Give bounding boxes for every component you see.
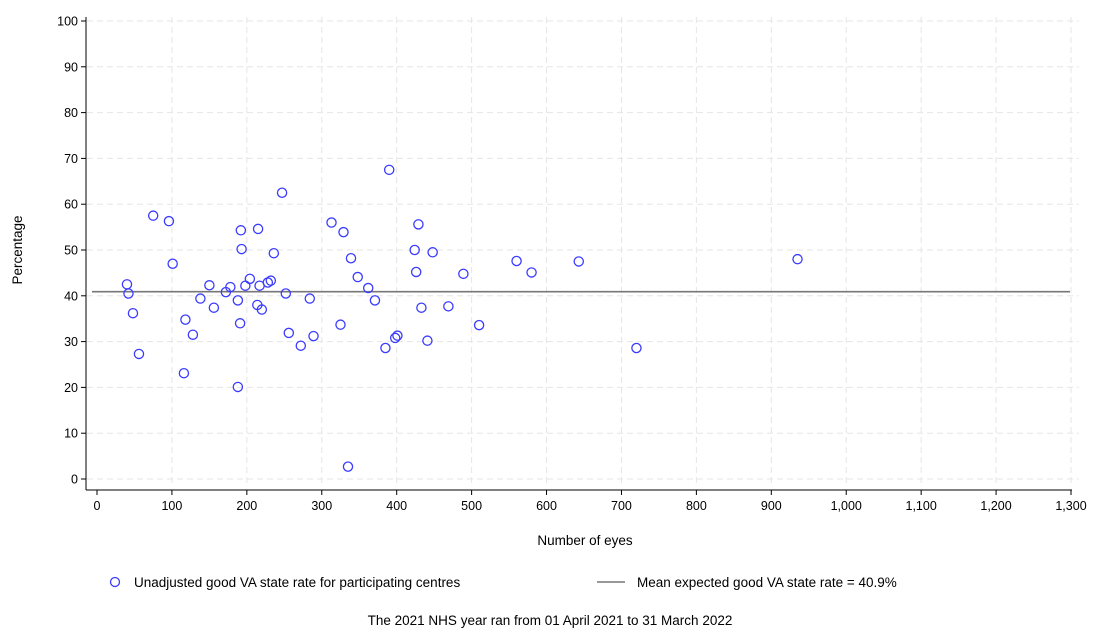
scatter-point: [526, 267, 537, 278]
scatter-point: [256, 304, 268, 315]
x-tick-label: 200: [236, 499, 257, 513]
footnote: The 2021 NHS year ran from 01 April 2021…: [368, 613, 733, 628]
scatter-point: [244, 273, 256, 285]
scatter-point: [631, 342, 642, 354]
scatter-point: [573, 256, 585, 267]
y-tick-label: 70: [64, 152, 78, 166]
axes: 0 100 200 300 400 500 600 700 800 900 1,000 1,100 1,…: [57, 15, 1087, 514]
y-tick-label: 0: [71, 473, 78, 487]
gridlines: [87, 17, 1079, 483]
scatter-point: [304, 293, 316, 304]
x-tick-label: 300: [311, 499, 332, 513]
scatter-point: [792, 253, 803, 265]
scatter-points: [121, 164, 803, 472]
y-tick-label: 10: [64, 427, 78, 441]
scatter-point: [335, 319, 346, 330]
scatter-point: [342, 461, 354, 472]
x-tick-label: 900: [761, 499, 782, 513]
scatter-point: [178, 367, 190, 379]
x-tick-label: 1,300: [1055, 499, 1086, 513]
scatter-point: [127, 307, 139, 319]
scatter-point: [133, 348, 145, 360]
y-axis-title: Percentage: [10, 215, 25, 284]
scatter-point: [180, 314, 191, 325]
scatter-point: [369, 295, 381, 306]
scatter-point: [235, 225, 247, 236]
scatter-point: [283, 327, 295, 339]
y-tick-label: 60: [64, 198, 78, 212]
scatter-point: [409, 244, 420, 256]
x-tick-label: 0: [94, 499, 101, 513]
scatter-point: [232, 381, 244, 393]
y-tick-label: 50: [64, 244, 78, 258]
scatter-point: [232, 295, 244, 306]
scatter-point: [295, 340, 307, 351]
legend-marker-circle: [109, 576, 121, 588]
scatter-point: [240, 280, 251, 291]
y-tick-label: 20: [64, 381, 78, 395]
y-tick-label: 30: [64, 335, 78, 349]
scatter-point: [427, 247, 438, 258]
x-tick-label: 400: [386, 499, 407, 513]
y-tick-label: 80: [64, 106, 78, 120]
x-tick-label: 500: [461, 499, 482, 513]
scatter-point: [473, 319, 485, 331]
scatter-point: [326, 217, 337, 228]
scatter-point: [389, 332, 401, 344]
scatter-point: [392, 330, 403, 341]
scatter-point: [236, 243, 247, 255]
scatter-point: [511, 255, 522, 267]
scatter-point: [252, 223, 264, 235]
scatter-point: [187, 329, 199, 340]
scatter-point: [410, 266, 422, 278]
scatter-point: [225, 281, 236, 293]
legend: Unadjusted good VA state rate for partic…: [109, 575, 897, 590]
scatter-point: [345, 252, 357, 264]
x-tick-label: 800: [686, 499, 707, 513]
scatter-point: [362, 282, 374, 294]
scatter-point: [208, 302, 220, 313]
scatter-point: [163, 215, 175, 227]
scatter-point: [204, 280, 215, 291]
scatter-point: [234, 318, 246, 329]
scatter-point: [422, 335, 433, 346]
x-axis-title: Number of eyes: [537, 533, 633, 548]
x-tick-label: 1,100: [906, 499, 937, 513]
legend-label-centres: Unadjusted good VA state rate for partic…: [134, 575, 460, 590]
scatter-point: [352, 271, 363, 283]
y-tick-label: 90: [64, 60, 78, 74]
scatter-point: [276, 187, 288, 198]
scatter-point: [262, 277, 274, 288]
x-tick-label: 600: [536, 499, 557, 513]
x-tick-label: 1,000: [831, 499, 862, 513]
y-tick-label: 40: [64, 289, 78, 303]
x-tick-label: 1,200: [980, 499, 1011, 513]
scatter-point: [383, 164, 395, 176]
scatter-point: [167, 258, 178, 269]
scatter-point: [413, 219, 424, 230]
scatter-point: [308, 330, 319, 342]
scatter-point: [268, 247, 280, 259]
y-tick-label: 100: [57, 15, 78, 29]
scatter-point: [380, 342, 391, 354]
scatter-point: [121, 279, 133, 290]
scatter-point: [416, 302, 427, 313]
scatter-point: [280, 288, 292, 299]
scatter-point: [443, 301, 454, 312]
scatter-point: [147, 210, 159, 221]
x-tick-label: 700: [611, 499, 632, 513]
scatter-point: [458, 268, 469, 280]
legend-label-mean: Mean expected good VA state rate = 40.9%: [637, 575, 897, 590]
x-tick-label: 100: [161, 499, 182, 513]
scatter-point: [195, 293, 206, 304]
scatter-point: [123, 288, 134, 299]
scatter-point: [338, 226, 349, 238]
scatter-point: [265, 275, 277, 286]
